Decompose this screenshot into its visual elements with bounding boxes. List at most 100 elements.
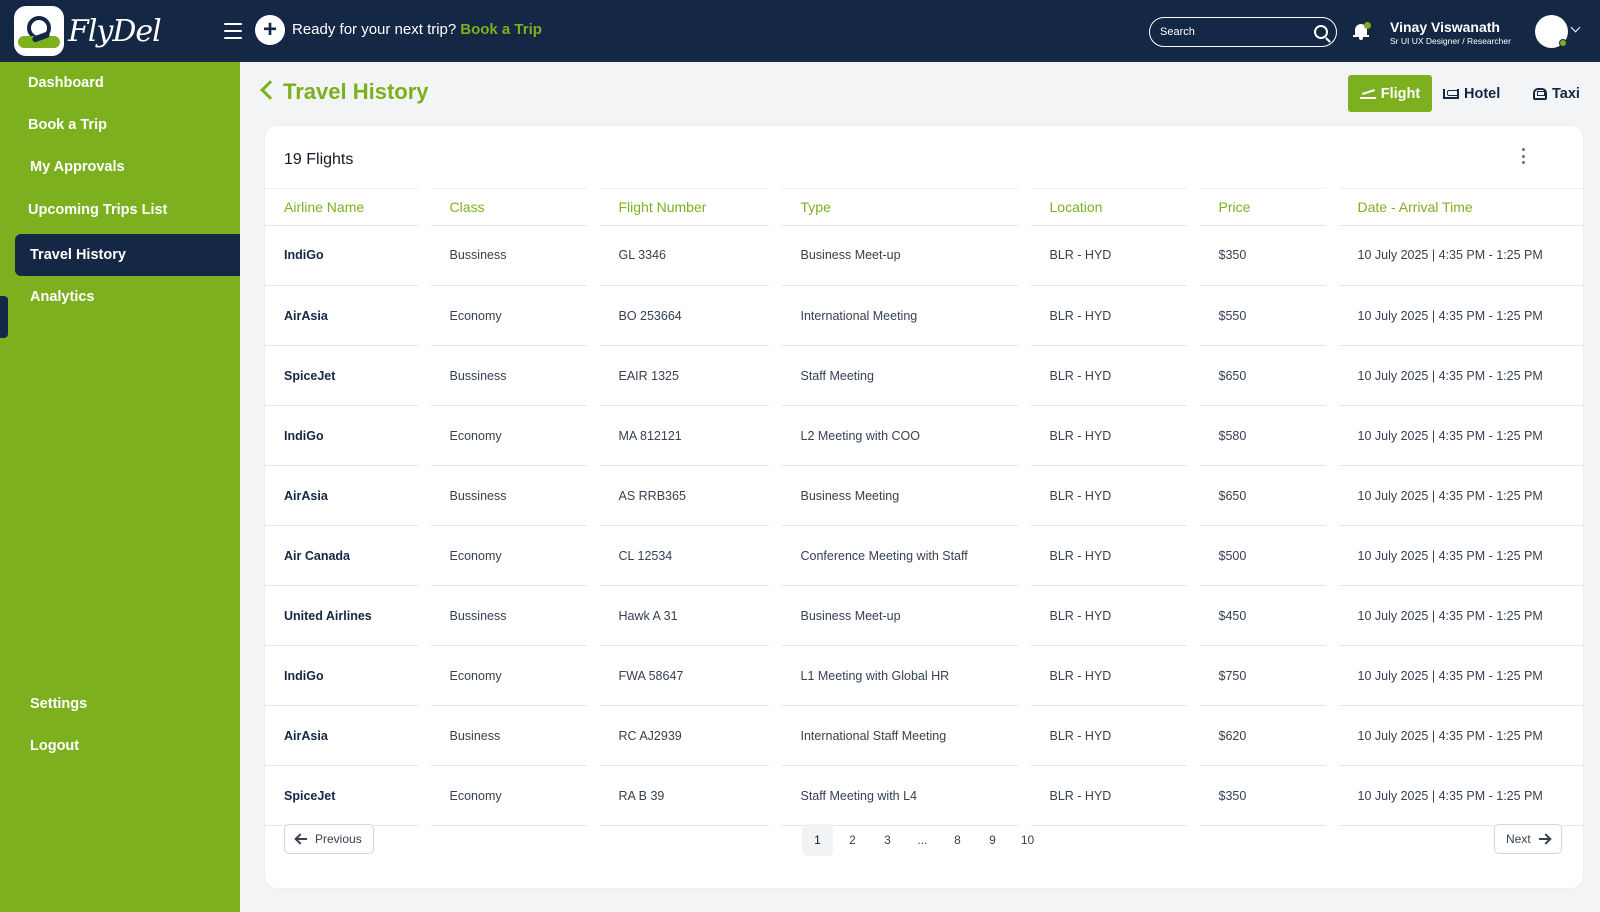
flights-count: 19 Flights bbox=[284, 151, 354, 168]
promo-label: Ready for your next trip? bbox=[292, 21, 457, 38]
page-numbers: 1 2 3... 8 9 10 bbox=[802, 824, 1047, 856]
flight-number-cell: FWA 58647 bbox=[586, 645, 775, 706]
page-number[interactable]: 3 bbox=[884, 833, 891, 847]
more-options-icon[interactable] bbox=[1522, 148, 1526, 164]
page-number[interactable]: 10 bbox=[1020, 833, 1035, 847]
page-number[interactable]: 9 bbox=[989, 833, 996, 847]
airline-name-cell: IndiGo bbox=[265, 645, 424, 706]
price-cell: $550 bbox=[1186, 285, 1332, 346]
type-cell: Business Meet-up bbox=[768, 225, 1024, 286]
page-number[interactable]: 2 bbox=[849, 833, 856, 847]
flight-number-cell: Hawk A 31 bbox=[586, 585, 775, 646]
location-cell: BLR - HYD bbox=[1017, 705, 1193, 766]
flight-number-cell: RA B 39 bbox=[586, 765, 775, 826]
sidebar-item-analytics[interactable]: Analytics bbox=[30, 289, 95, 305]
sidebar-item-travel-history[interactable]: Travel History bbox=[15, 234, 240, 276]
date-time-cell: 10 July 2025 | 4:35 PM - 1:25 PM bbox=[1325, 705, 1583, 766]
sidebar-item-dashboard[interactable]: Dashboard bbox=[28, 75, 104, 91]
price-cell: $650 bbox=[1186, 345, 1332, 406]
tab-hotel[interactable]: Hotel bbox=[1443, 75, 1500, 112]
location-cell: BLR - HYD bbox=[1017, 345, 1193, 406]
sidebar-item-my-approvals[interactable]: My Approvals bbox=[30, 159, 125, 175]
location-cell: BLR - HYD bbox=[1017, 645, 1193, 706]
next-button[interactable]: Next bbox=[1494, 824, 1562, 854]
date-time-cell: 10 July 2025 | 4:35 PM - 1:25 PM bbox=[1325, 525, 1583, 586]
user-role: Sr UI UX Designer / Researcher bbox=[1390, 36, 1511, 46]
brand-logo[interactable]: FlyDel bbox=[14, 6, 162, 56]
tab-flight[interactable]: Flight bbox=[1348, 75, 1432, 112]
airline-name-cell: AirAsia bbox=[265, 465, 424, 526]
previous-button[interactable]: Previous bbox=[284, 824, 374, 854]
column-header[interactable]: Price bbox=[1186, 188, 1332, 226]
flight-number-cell: BO 253664 bbox=[586, 285, 775, 346]
flight-number-cell: RC AJ2939 bbox=[586, 705, 775, 766]
search-icon[interactable] bbox=[1314, 25, 1328, 39]
airline-name-cell: IndiGo bbox=[265, 405, 424, 466]
table-row[interactable]: SpiceJet Bussiness EAIR 1325 Staff Meeting B… bbox=[265, 345, 1583, 406]
table-row[interactable]: IndiGo Bussiness GL 3346 Business Meet-up BL… bbox=[265, 225, 1583, 286]
table-row[interactable]: IndiGo Economy MA 812121 L2 Meeting with CO… bbox=[265, 405, 1583, 466]
plus-icon[interactable]: + bbox=[255, 15, 285, 45]
avatar[interactable] bbox=[1535, 15, 1568, 48]
table-row[interactable]: SpiceJet Economy RA B 39 Staff Meeting with… bbox=[265, 765, 1583, 826]
tab-hotel-label: Hotel bbox=[1464, 85, 1501, 102]
column-header[interactable]: Type bbox=[768, 188, 1024, 226]
chevron-down-icon[interactable] bbox=[1570, 22, 1581, 33]
location-cell: BLR - HYD bbox=[1017, 765, 1193, 826]
table-row[interactable]: Air Canada Economy CL 12534 Conference Meet… bbox=[265, 525, 1583, 586]
plane-icon bbox=[1359, 89, 1376, 99]
flight-number-cell: CL 12534 bbox=[586, 525, 775, 586]
type-cell: L1 Meeting with Global HR bbox=[768, 645, 1024, 706]
price-cell: $580 bbox=[1186, 405, 1332, 466]
table-row[interactable]: United Airlines Bussiness Hawk A 31 Busines… bbox=[265, 585, 1583, 646]
search-box bbox=[1149, 17, 1337, 47]
sidebar-item-logout[interactable]: Logout bbox=[30, 738, 80, 754]
table-row[interactable]: AirAsia Business RC AJ2939 International St… bbox=[265, 705, 1583, 766]
sidebar-item-settings[interactable]: Settings bbox=[30, 696, 88, 712]
class-cell: Business bbox=[417, 705, 593, 766]
airline-name-cell: AirAsia bbox=[265, 705, 424, 766]
price-cell: $350 bbox=[1186, 765, 1332, 826]
airline-name-cell: AirAsia bbox=[265, 285, 424, 346]
location-cell: BLR - HYD bbox=[1017, 465, 1193, 526]
column-header[interactable]: Airline Name bbox=[265, 188, 424, 226]
menu-icon[interactable] bbox=[224, 23, 242, 39]
column-header[interactable]: Flight Number bbox=[586, 188, 775, 226]
location-cell: BLR - HYD bbox=[1017, 225, 1193, 286]
sidebar-item-upcoming-trips[interactable]: Upcoming Trips List bbox=[28, 202, 168, 218]
book-trip-link[interactable]: Book a Trip bbox=[460, 21, 542, 38]
bed-icon bbox=[1443, 88, 1459, 99]
tab-flight-label: Flight bbox=[1380, 85, 1421, 102]
type-cell: International Meeting bbox=[768, 285, 1024, 346]
flight-number-cell: AS RRB365 bbox=[586, 465, 775, 526]
user-info[interactable]: Vinay Viswanath Sr UI UX Designer / Rese… bbox=[1390, 19, 1511, 46]
date-time-cell: 10 July 2025 | 4:35 PM - 1:25 PM bbox=[1325, 465, 1583, 526]
price-cell: $500 bbox=[1186, 525, 1332, 586]
location-cell: BLR - HYD bbox=[1017, 405, 1193, 466]
tab-taxi-label: Taxi bbox=[1552, 85, 1580, 102]
date-time-cell: 10 July 2025 | 4:35 PM - 1:25 PM bbox=[1325, 345, 1583, 406]
page-number[interactable]: 8 bbox=[954, 833, 961, 847]
column-header[interactable]: Class bbox=[417, 188, 593, 226]
table-row[interactable]: IndiGo Economy FWA 58647 L1 Meeting with Gl… bbox=[265, 645, 1583, 706]
date-time-cell: 10 July 2025 | 4:35 PM - 1:25 PM bbox=[1325, 405, 1583, 466]
class-cell: Bussiness bbox=[417, 345, 593, 406]
pagination: Previous 1 2 3... 8 9 10 Next bbox=[265, 824, 1583, 858]
user-name: Vinay Viswanath bbox=[1390, 19, 1500, 35]
column-header[interactable]: Location bbox=[1017, 188, 1193, 226]
table-row[interactable]: AirAsia Bussiness AS RRB365 Business Meetin… bbox=[265, 465, 1583, 526]
tab-taxi[interactable]: Taxi bbox=[1533, 75, 1580, 112]
bell-icon[interactable] bbox=[1353, 22, 1371, 40]
arrow-left-icon bbox=[296, 838, 307, 840]
column-header[interactable]: Date - Arrival Time bbox=[1325, 188, 1590, 226]
sidebar-item-book-a-trip[interactable]: Book a Trip bbox=[28, 117, 107, 133]
page-number[interactable]: 1 bbox=[802, 824, 833, 856]
date-time-cell: 10 July 2025 | 4:35 PM - 1:25 PM bbox=[1325, 645, 1583, 706]
previous-label: Previous bbox=[315, 832, 362, 846]
price-cell: $350 bbox=[1186, 225, 1332, 286]
class-cell: Economy bbox=[417, 285, 593, 346]
location-cell: BLR - HYD bbox=[1017, 585, 1193, 646]
table-row[interactable]: AirAsia Economy BO 253664 International Mee… bbox=[265, 285, 1583, 346]
search-input[interactable] bbox=[1160, 26, 1310, 38]
back-chevron-icon[interactable] bbox=[260, 80, 280, 100]
